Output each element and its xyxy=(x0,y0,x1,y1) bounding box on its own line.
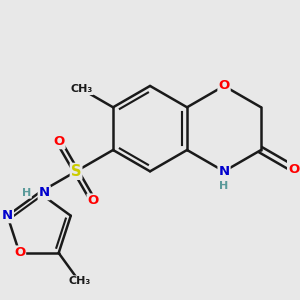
Text: O: O xyxy=(53,135,64,148)
Text: CH₃: CH₃ xyxy=(68,276,90,286)
Text: O: O xyxy=(88,194,99,207)
Text: O: O xyxy=(289,163,300,176)
Text: O: O xyxy=(14,247,25,260)
Text: N: N xyxy=(218,165,230,178)
Text: H: H xyxy=(219,181,229,191)
Text: CH₃: CH₃ xyxy=(70,84,93,94)
Text: S: S xyxy=(71,164,81,179)
Text: N: N xyxy=(2,209,13,222)
Text: H: H xyxy=(22,188,31,198)
Text: O: O xyxy=(218,80,230,92)
Text: N: N xyxy=(39,186,50,199)
